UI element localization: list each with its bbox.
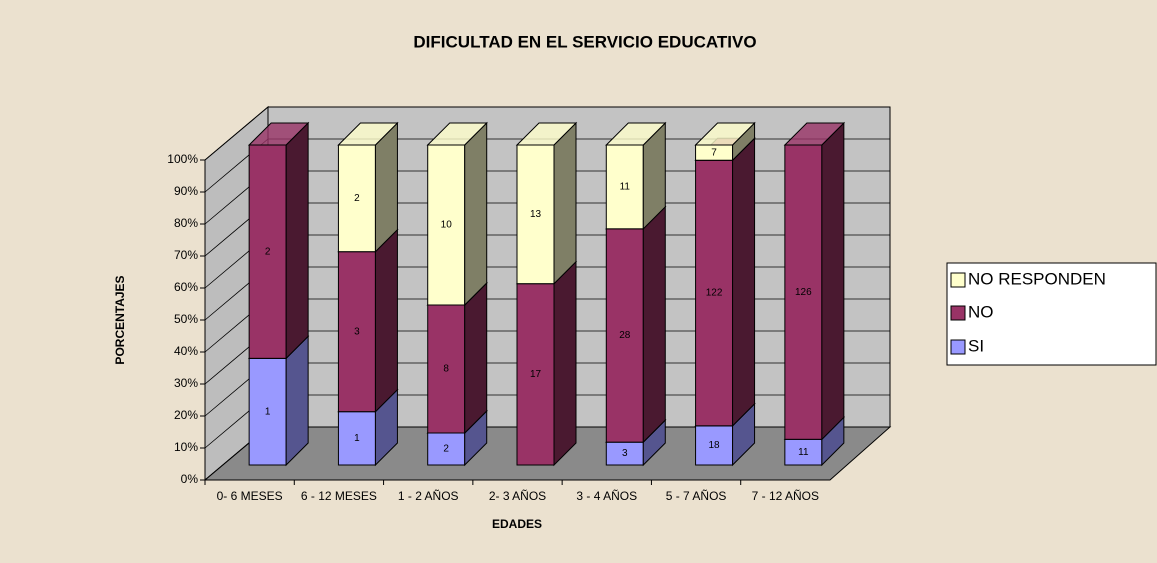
data-label: 3 (354, 326, 360, 337)
data-label: 18 (709, 440, 721, 451)
y-tick-label: 10% (174, 440, 198, 454)
bar-front (516, 283, 555, 466)
bar-side (553, 121, 577, 285)
data-label: 10 (441, 220, 453, 231)
legend-swatch (950, 272, 966, 288)
y-tick-label: 60% (174, 280, 198, 294)
x-axis-title: EDADES (492, 517, 542, 531)
legend-swatch (950, 305, 966, 321)
legend-label: NO (968, 302, 994, 321)
data-label: 122 (706, 288, 723, 299)
bar-top (515, 122, 578, 146)
bar-front (248, 144, 287, 359)
legend-swatch (950, 339, 966, 355)
data-label: 2 (265, 246, 271, 257)
data-label: 8 (443, 364, 449, 375)
x-tick-label: 1 - 2 AÑOS (398, 489, 459, 503)
bar-side (642, 205, 666, 444)
bar-top (694, 122, 756, 146)
y-tick-label: 30% (174, 376, 198, 390)
data-label: 126 (795, 287, 812, 298)
grid-line (204, 106, 890, 161)
legend (946, 262, 1157, 366)
y-tick-label: 0% (181, 472, 199, 486)
data-label: 28 (619, 330, 631, 341)
legend-label: SI (968, 336, 984, 355)
bar-side (374, 228, 398, 413)
bar-front (516, 144, 555, 285)
bar-front (427, 144, 466, 306)
data-label: 17 (530, 369, 542, 380)
bar-side (821, 121, 845, 441)
bar-side (553, 260, 577, 467)
data-label: 1 (265, 406, 271, 417)
y-tick-label: 100% (167, 152, 198, 166)
bar-top (783, 122, 846, 146)
data-label: 7 (711, 147, 717, 158)
bar-front (695, 159, 734, 427)
y-axis-title: PORCENTAJES (113, 275, 127, 364)
bar-side (464, 281, 488, 435)
x-tick-label: 2- 3 AÑOS (489, 489, 546, 503)
bar-front (337, 251, 376, 413)
y-tick-label: 40% (174, 344, 198, 358)
x-tick-label: 5 - 7 AÑOS (666, 489, 727, 503)
bar-top (605, 122, 667, 146)
data-label: 11 (798, 447, 809, 458)
bar-side (285, 121, 309, 360)
x-tick-label: 7 - 12 AÑOS (752, 489, 819, 503)
y-tick-label: 80% (174, 216, 198, 230)
legend-items: SI NO NO RESPONDEN (950, 269, 1106, 355)
bar-front (605, 144, 644, 230)
x-tick-label: 3 - 4 AÑOS (576, 489, 637, 503)
bar-front (427, 304, 466, 434)
bar-front (784, 144, 823, 440)
legend-label: NO RESPONDEN (968, 269, 1106, 288)
bar-side (732, 137, 756, 428)
data-label: 11 (620, 182, 631, 193)
y-tick-label: 50% (174, 312, 198, 326)
bar-top (337, 122, 399, 146)
x-tick-label: 0- 6 MESES (217, 489, 283, 503)
y-tick-label: 90% (174, 184, 198, 198)
data-label: 2 (354, 193, 360, 204)
bar-front (427, 432, 466, 466)
data-label: 2 (443, 444, 449, 455)
bar-top (247, 122, 310, 146)
bar-front (248, 357, 287, 466)
bar-top (426, 122, 488, 146)
bar-side (464, 121, 488, 307)
y-tick-label: 20% (174, 408, 198, 422)
bar-front (695, 425, 734, 466)
data-label: 1 (354, 433, 360, 444)
data-label: 3 (622, 448, 628, 459)
bar-front (605, 228, 644, 443)
chart-title: DIFICULTAD EN EL SERVICIO EDUCATIVO (413, 32, 756, 51)
x-tick-label: 6 - 12 MESES (301, 489, 377, 503)
y-tick-label: 70% (174, 248, 198, 262)
data-label: 13 (530, 209, 542, 220)
